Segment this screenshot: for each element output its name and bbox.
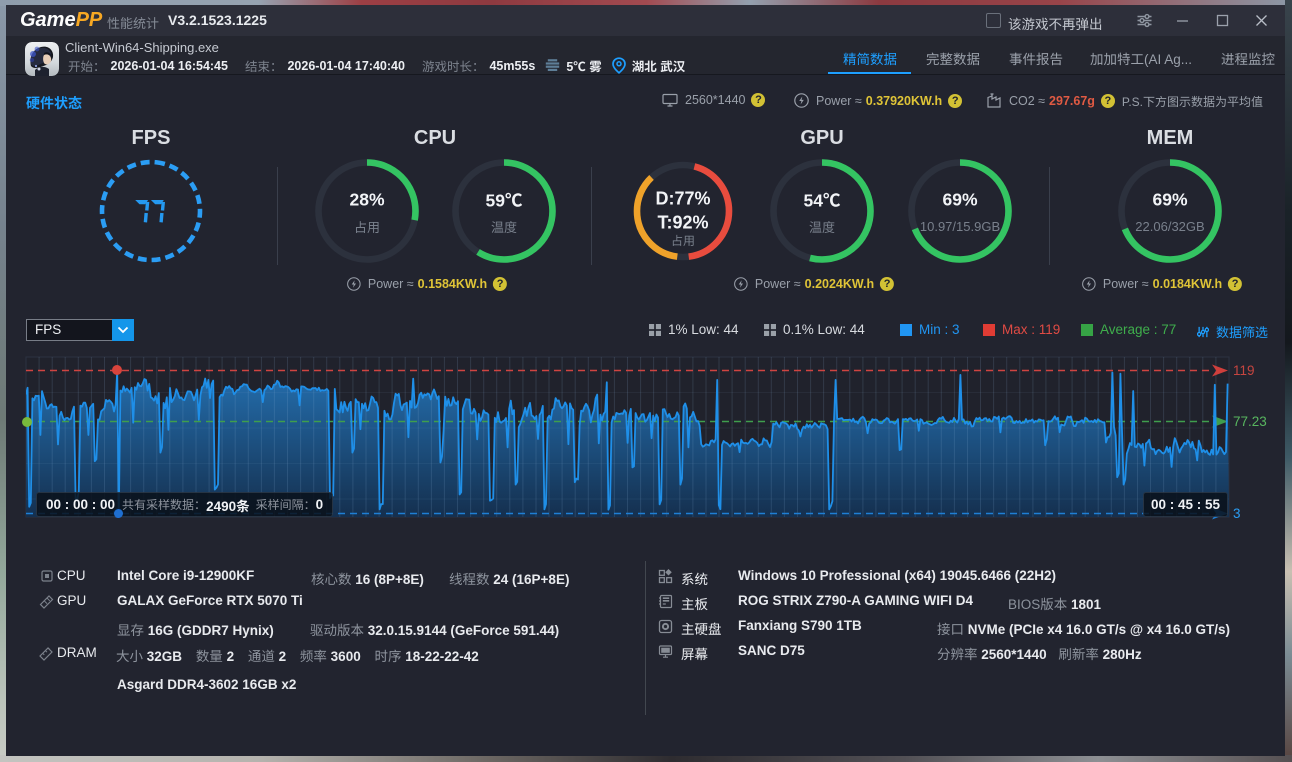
- svg-text:77.23: 77.23: [1233, 414, 1267, 429]
- svg-text:3: 3: [1233, 506, 1241, 521]
- svg-text:119: 119: [1233, 363, 1255, 378]
